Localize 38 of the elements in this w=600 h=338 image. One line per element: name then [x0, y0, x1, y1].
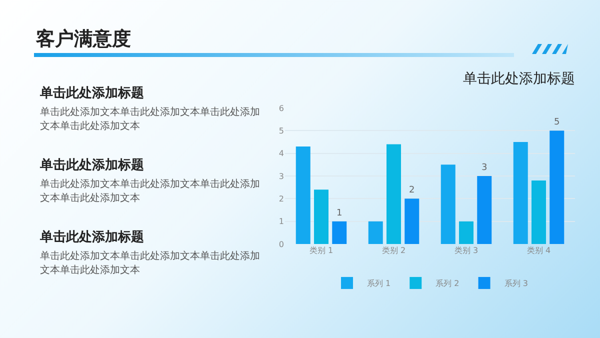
y-tick-label: 0 — [278, 240, 284, 249]
bar — [386, 144, 401, 244]
y-tick-label: 4 — [278, 149, 284, 158]
bar — [332, 221, 347, 244]
data-label: 1 — [336, 208, 342, 218]
data-label: 3 — [482, 163, 488, 173]
legend-label: 系列 2 — [436, 279, 460, 288]
y-tick-label: 6 — [278, 104, 284, 113]
legend-label: 系列 3 — [504, 279, 528, 288]
y-tick-label: 5 — [278, 126, 284, 136]
bar — [459, 221, 474, 244]
bar — [513, 142, 528, 244]
bar — [550, 130, 564, 244]
data-label: 2 — [409, 186, 415, 196]
chart-title: 单击此处添加标题 — [463, 70, 576, 87]
bar — [404, 198, 420, 244]
bar — [314, 190, 328, 244]
x-tick-label: 类别 3 — [454, 246, 478, 255]
bar — [296, 146, 310, 244]
legend-label: 系列 1 — [367, 279, 391, 288]
text: 单击此处添加文本单击此处添加文本单击此处添加文本单击此处添加文本 — [40, 178, 261, 206]
bar — [477, 176, 492, 244]
text: 单击此处添加文本单击此处添加文本单击此处添加文本单击此处添加文本 — [40, 250, 261, 278]
x-tick-label: 类别 1 — [309, 246, 334, 255]
y-tick-label: 1 — [278, 217, 284, 226]
y-tick-label: 3 — [278, 172, 284, 181]
bar — [532, 180, 546, 244]
data-label: 5 — [554, 118, 560, 128]
text: 单击此处添加文本单击此处添加文本单击此处添加文本单击此处添加文本 — [40, 106, 261, 134]
text: 单击此处添加标题 — [40, 229, 145, 246]
bar — [368, 221, 383, 244]
text: 客户满意度 — [36, 27, 131, 52]
y-tick-label: 2 — [278, 194, 284, 204]
x-tick-label: 类别 4 — [526, 246, 551, 255]
text: 单击此处添加标题 — [40, 85, 145, 102]
bar — [440, 164, 456, 244]
x-tick-label: 类别 2 — [382, 246, 406, 255]
text: 单击此处添加标题 — [40, 157, 145, 174]
